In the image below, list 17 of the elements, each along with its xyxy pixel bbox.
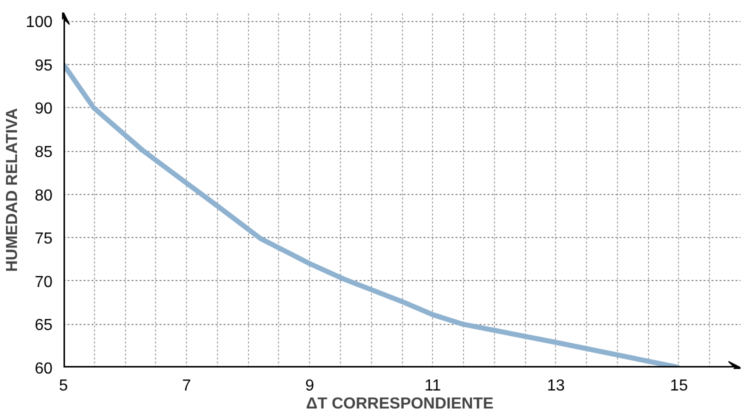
y-tick-label: 95 xyxy=(34,57,53,74)
y-tick-label: 65 xyxy=(34,317,53,334)
y-axis-title: HUMEDAD RELATIVA xyxy=(4,108,21,272)
y-tick-label: 100 xyxy=(26,14,53,32)
x-tick-label: 9 xyxy=(305,378,314,394)
y-tick-label: 75 xyxy=(34,230,53,248)
x-tick-label: 13 xyxy=(546,378,565,394)
x-tick-label: 5 xyxy=(59,378,68,394)
y-tick-label: 60 xyxy=(34,360,53,378)
x-tick-label: 11 xyxy=(424,378,442,394)
y-tick-label: 90 xyxy=(34,100,53,118)
x-tick-label: 15 xyxy=(670,378,688,394)
y-tick-label: 80 xyxy=(34,187,53,204)
x-tick-label: 7 xyxy=(182,378,192,394)
x-axis-title: ΔT CORRESPONDIENTE xyxy=(306,396,494,412)
y-tick-label: 85 xyxy=(34,144,53,162)
y-tick-label: 70 xyxy=(34,274,53,291)
